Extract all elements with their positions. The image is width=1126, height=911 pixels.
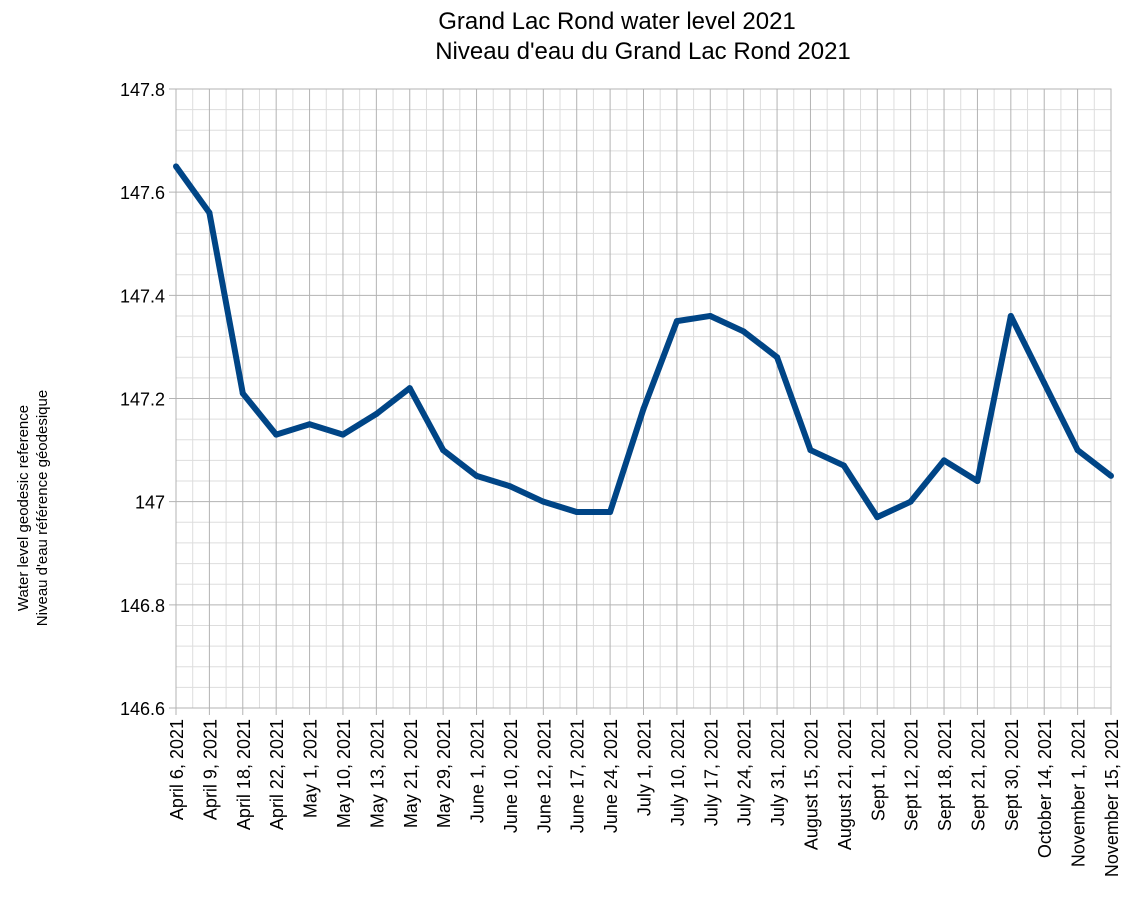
x-tick-label: July 24, 2021 (735, 719, 755, 826)
x-tick-label: Sept 21, 2021 (968, 719, 988, 831)
data-point (1074, 447, 1081, 454)
data-point (506, 483, 513, 490)
data-point (774, 354, 781, 361)
x-tick-label: May 21, 2021 (401, 719, 421, 828)
x-tick-label: April 6, 2021 (167, 719, 187, 820)
data-point (974, 478, 981, 485)
data-point (573, 508, 580, 515)
major-grid (169, 88, 1112, 715)
data-point (1041, 380, 1048, 387)
y-tick-label: 147 (135, 493, 165, 513)
x-tick-label: April 9, 2021 (200, 719, 220, 820)
x-tick-label: November 15, 2021 (1102, 719, 1122, 877)
data-point (173, 163, 179, 170)
series-layer (173, 163, 1114, 521)
y-tick-labels: 146.6 146.8 147 147.2 147.4 147.6 147.8 (120, 80, 165, 719)
x-tick-label: June 24, 2021 (601, 719, 621, 833)
x-tick-label: May 29, 2021 (434, 719, 454, 828)
chart-title-line-1: Grand Lac Rond water level 2021 (438, 8, 796, 35)
x-tick-label: May 10, 2021 (334, 719, 354, 828)
x-tick-label: Sept 12, 2021 (902, 719, 922, 831)
x-tick-label: April 22, 2021 (267, 719, 287, 830)
x-tick-label: June 1, 2021 (468, 719, 488, 823)
y-axis-label: Water level geodesic reference Niveau d'… (15, 390, 51, 626)
x-tick-label: August 21, 2021 (835, 719, 855, 850)
x-tick-label: July 17, 2021 (701, 719, 721, 826)
x-tick-labels: April 6, 2021 April 9, 2021 April 18, 2021… (167, 719, 1122, 877)
x-tick-label: July 10, 2021 (668, 719, 688, 826)
y-tick-label: 147.2 (120, 390, 165, 410)
x-tick-label: June 12, 2021 (534, 719, 554, 833)
plot-frame (175, 88, 1112, 709)
x-tick-label: April 18, 2021 (234, 719, 254, 830)
data-point (740, 328, 747, 335)
data-point (406, 385, 413, 392)
y-axis-label-line-1: Water level geodesic reference (15, 405, 32, 611)
data-point (440, 447, 447, 454)
data-point (473, 472, 480, 479)
y-tick-label: 146.8 (120, 596, 165, 616)
data-point (840, 462, 847, 469)
y-tick-label: 147.8 (120, 80, 165, 100)
data-point (1007, 312, 1014, 319)
x-tick-label: Sept 30, 2021 (1002, 719, 1022, 831)
data-point (607, 508, 614, 515)
y-tick-label: 146.6 (120, 699, 165, 719)
x-tick-label: November 1, 2021 (1069, 719, 1089, 867)
chart-title-line-2: Niveau d'eau du Grand Lac Rond 2021 (435, 38, 851, 65)
data-point (239, 390, 246, 397)
data-point (707, 312, 714, 319)
x-tick-label: June 17, 2021 (568, 719, 588, 833)
data-point (874, 514, 881, 521)
data-point (1108, 472, 1114, 479)
x-tick-label: July 1, 2021 (635, 719, 655, 816)
data-point (907, 498, 914, 505)
data-point (206, 209, 213, 216)
data-point (306, 421, 313, 428)
data-point (640, 405, 647, 412)
x-tick-label: October 14, 2021 (1035, 719, 1055, 858)
y-axis-label-line-2: Niveau d'eau référence géodesique (34, 390, 51, 626)
x-tick-label: August 15, 2021 (801, 719, 821, 850)
x-tick-label: July 31, 2021 (768, 719, 788, 826)
data-point (941, 457, 948, 464)
y-tick-label: 147.6 (120, 183, 165, 203)
x-tick-label: Sept 18, 2021 (935, 719, 955, 831)
data-point (373, 410, 380, 417)
data-point (273, 431, 280, 438)
data-point (540, 498, 547, 505)
plot-area-border (175, 88, 1112, 709)
x-tick-label: May 1, 2021 (301, 719, 321, 818)
y-tick-label: 147.4 (120, 286, 165, 306)
x-tick-label: June 10, 2021 (501, 719, 521, 833)
x-tick-label: Sept 1, 2021 (868, 719, 888, 821)
data-point (807, 447, 814, 454)
x-tick-label: May 13, 2021 (367, 719, 387, 828)
data-point (339, 431, 346, 438)
data-point (673, 318, 680, 325)
